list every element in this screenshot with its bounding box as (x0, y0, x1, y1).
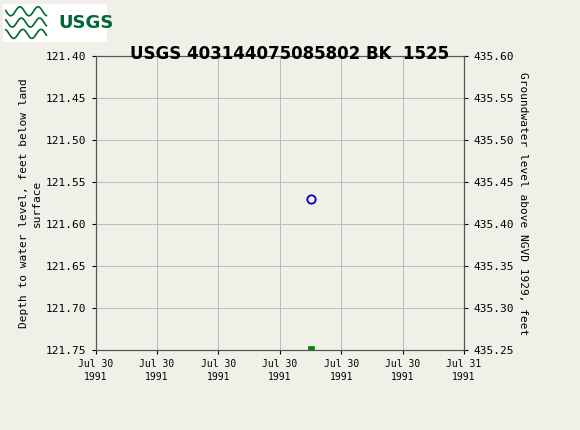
Y-axis label: Depth to water level, feet below land
surface: Depth to water level, feet below land su… (19, 78, 42, 328)
Text: USGS: USGS (58, 14, 113, 31)
FancyBboxPatch shape (3, 3, 107, 42)
Y-axis label: Groundwater level above NGVD 1929, feet: Groundwater level above NGVD 1929, feet (518, 71, 528, 335)
Text: USGS 403144075085802 BK  1525: USGS 403144075085802 BK 1525 (130, 45, 450, 63)
